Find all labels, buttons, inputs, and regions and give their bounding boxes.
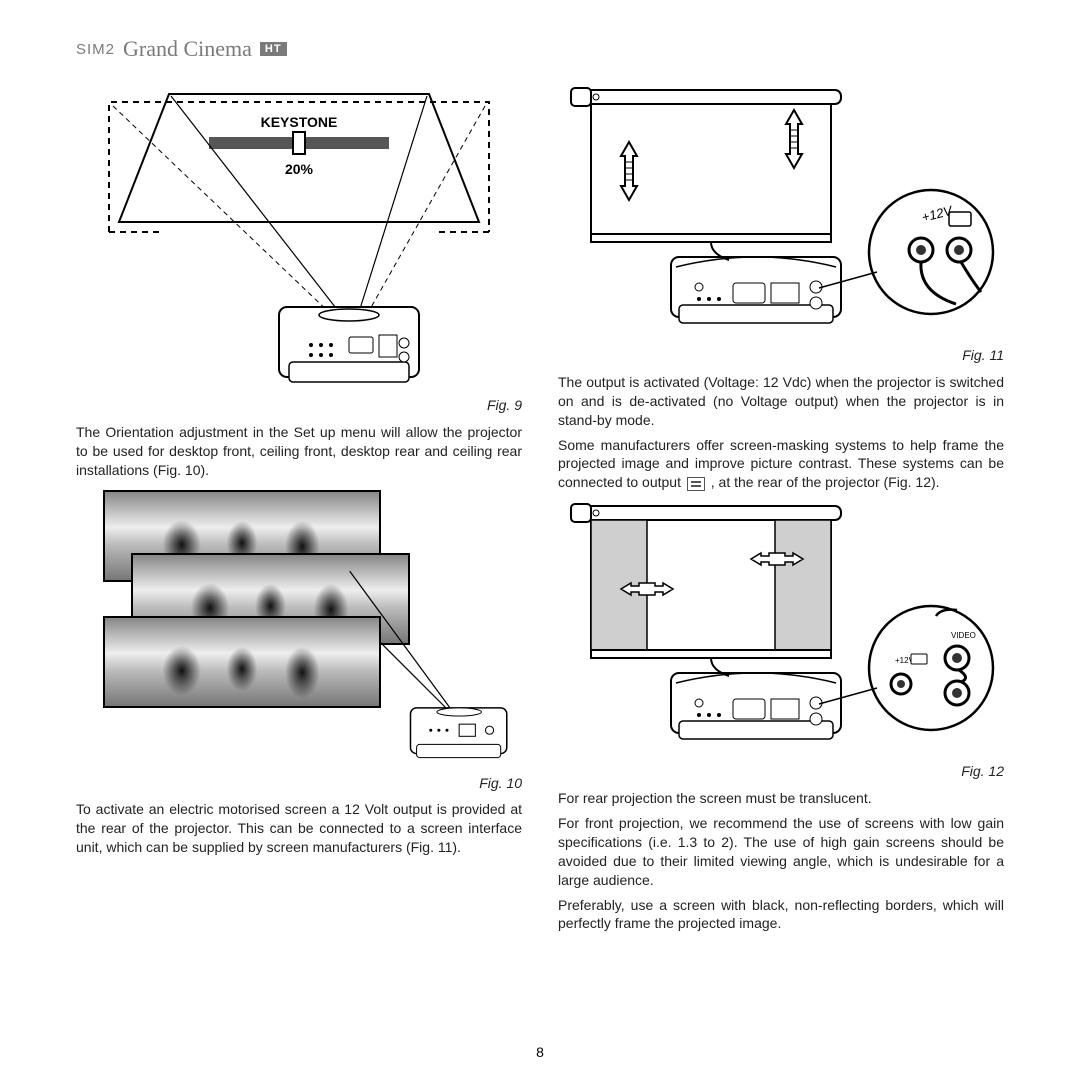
- right-paragraph-4: For front projection, we recommend the u…: [558, 814, 1004, 890]
- right-paragraph-3: For rear projection the screen must be t…: [558, 789, 1004, 808]
- brand-script: Grand Cinema: [123, 36, 252, 62]
- keystone-value: 20%: [285, 161, 314, 177]
- output-port-icon: [687, 477, 705, 491]
- page-number: 8: [0, 1044, 1080, 1060]
- right-column: +12V Fig. 11 The output is activated (Vo…: [558, 82, 1004, 1030]
- keystone-label: KEYSTONE: [261, 114, 338, 130]
- figure-10: [76, 490, 522, 770]
- left-column: KEYSTONE 20%: [76, 82, 522, 1030]
- svg-text:VIDEO: VIDEO: [951, 631, 976, 640]
- figure-10-lines: [76, 490, 522, 774]
- right-paragraph-1: The output is activated (Voltage: 12 Vdc…: [558, 373, 1004, 430]
- header-brand: SIM2 Grand Cinema HT: [76, 36, 287, 62]
- content-columns: KEYSTONE 20%: [76, 82, 1004, 1030]
- brand-badge: HT: [260, 42, 287, 56]
- figure-9-svg: KEYSTONE 20%: [76, 82, 522, 392]
- figure-9: KEYSTONE 20%: [76, 82, 522, 392]
- figure-9-caption: Fig. 9: [76, 396, 522, 415]
- right-paragraph-5: Preferably, use a screen with black, non…: [558, 896, 1004, 934]
- figure-12: +12V VIDEO: [558, 498, 1004, 758]
- figure-11: +12V: [558, 82, 1004, 342]
- brand-prefix: SIM2: [76, 41, 115, 58]
- figure-12-caption: Fig. 12: [558, 762, 1004, 781]
- left-paragraph-1: The Orientation adjustment in the Set up…: [76, 423, 522, 480]
- figure-11-caption: Fig. 11: [558, 346, 1004, 365]
- right-p2-b: , at the rear of the projector (Fig. 12)…: [707, 474, 940, 490]
- page: SIM2 Grand Cinema HT KEYSTONE 2: [0, 0, 1080, 1080]
- figure-10-caption: Fig. 10: [76, 774, 522, 793]
- left-paragraph-2: To activate an electric motorised screen…: [76, 800, 522, 857]
- right-paragraph-2: Some manufacturers offer screen-masking …: [558, 436, 1004, 493]
